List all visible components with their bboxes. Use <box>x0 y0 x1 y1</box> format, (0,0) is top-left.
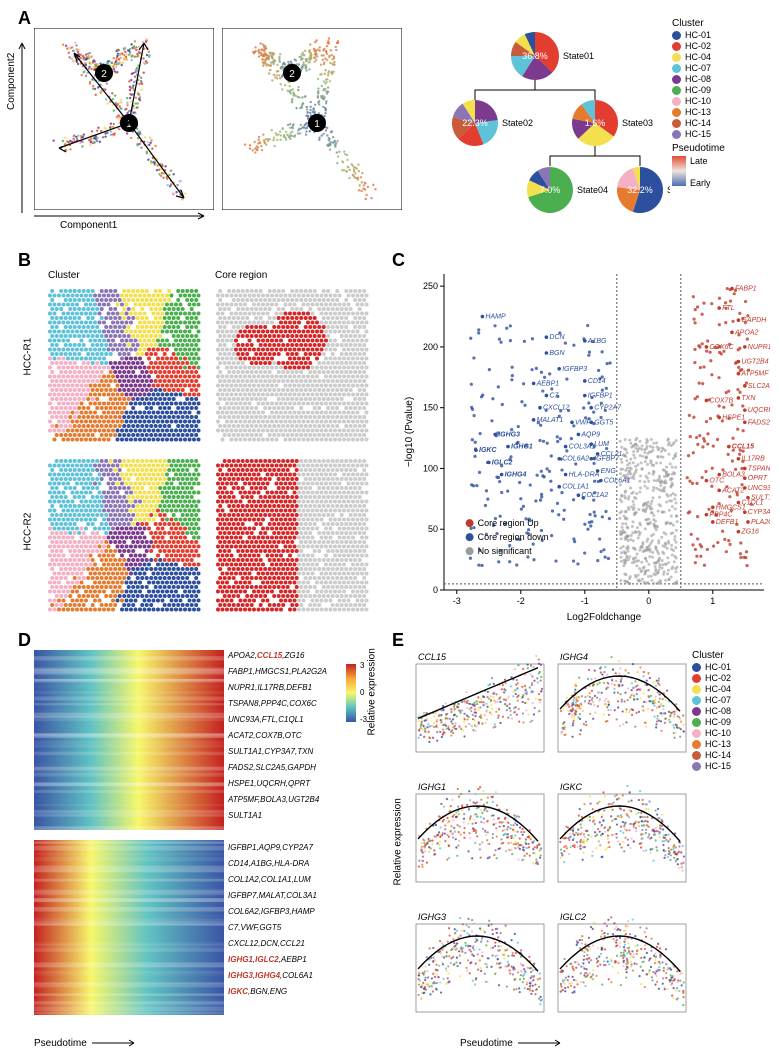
legend-title-pseudotime: Pseudotime <box>672 143 772 154</box>
svg-text:State03: State03 <box>622 118 653 128</box>
panel-b-row1: HCC-R1 <box>23 338 34 376</box>
svg-text:Early: Early <box>690 178 711 188</box>
panel-d-heatmap <box>34 650 224 1035</box>
panel-d-label: D <box>18 630 31 651</box>
panel-b-r1-core <box>212 285 372 445</box>
panel-e-CCL15: CCL15 <box>412 650 548 768</box>
svg-text:22.3%: 22.3% <box>462 118 488 128</box>
panel-d-relexpr: Relative expression <box>367 648 378 735</box>
panel-e-legend-title: Cluster <box>692 650 780 661</box>
panel-a-trajectory-left: 1 2 <box>34 28 214 210</box>
svg-text:36.8%: 36.8% <box>522 51 548 61</box>
panel-e-IGKC: IGKC <box>554 780 690 898</box>
panel-c-volcano: -3-2-101050100150200250FABP1FTLGAPDHAPOA… <box>400 268 770 624</box>
svg-text:1.6%: 1.6% <box>585 118 606 128</box>
panel-b-cluster-title: Cluster <box>48 270 80 281</box>
svg-text:State05: State05 <box>667 185 670 195</box>
panel-e-IGLC2: IGLC2 <box>554 910 690 1028</box>
panel-a-trajectory-right: 1 2 <box>222 28 402 210</box>
svg-text:State02: State02 <box>502 118 533 128</box>
panel-a-axes <box>16 28 36 238</box>
svg-text:32.2%: 32.2% <box>627 185 653 195</box>
panel-e-ylabel: Relative expression <box>393 798 404 885</box>
svg-text:Late: Late <box>690 156 708 166</box>
panel-b-label: B <box>18 250 31 271</box>
svg-text:1: 1 <box>314 119 320 130</box>
panel-e-label: E <box>392 630 404 651</box>
svg-text:State01: State01 <box>563 51 594 61</box>
panel-e-legend: Cluster HC-01HC-02HC-04HC-07HC-08HC-09HC… <box>692 650 780 772</box>
svg-text:7.0%: 7.0% <box>540 185 561 195</box>
panel-e-IGHG3: IGHG3 <box>412 910 548 1028</box>
legend-title-cluster: Cluster <box>672 18 772 29</box>
panel-d-pseudotime: Pseudotime <box>34 1038 140 1049</box>
panel-e-IGHG4: IGHG4 <box>554 650 690 768</box>
panel-d-bot-labels: IGFBP1,AQP9,CYP2A7CD14,A1BG,HLA-DRACOL1A… <box>228 840 378 1000</box>
panel-a-ylabel: Component2 <box>6 53 17 110</box>
panel-a-label: A <box>18 8 31 29</box>
panel-b-r1-cluster <box>44 285 204 445</box>
panel-b-row2: HCC-R2 <box>23 513 34 551</box>
pseudotime-gradient: Late Early <box>672 154 722 188</box>
panel-e-pseudotime: Pseudotime <box>460 1038 566 1049</box>
panel-b-r2-cluster <box>44 455 204 615</box>
panel-a-pietree: 36.8% State01 22.3% State02 1.6% State03 7.0% S… <box>420 18 670 228</box>
panel-a-xlabel: Component1 <box>60 220 117 231</box>
panel-e-IGHG1: IGHG1 <box>412 780 548 898</box>
svg-text:2: 2 <box>289 69 295 80</box>
panel-b-core-title: Core region <box>215 270 267 281</box>
cluster-legend: Cluster HC-01HC-02HC-04HC-07HC-08HC-09HC… <box>672 18 772 191</box>
svg-text:State04: State04 <box>577 185 608 195</box>
svg-text:2: 2 <box>101 69 107 80</box>
panel-b-r2-core <box>212 455 372 615</box>
